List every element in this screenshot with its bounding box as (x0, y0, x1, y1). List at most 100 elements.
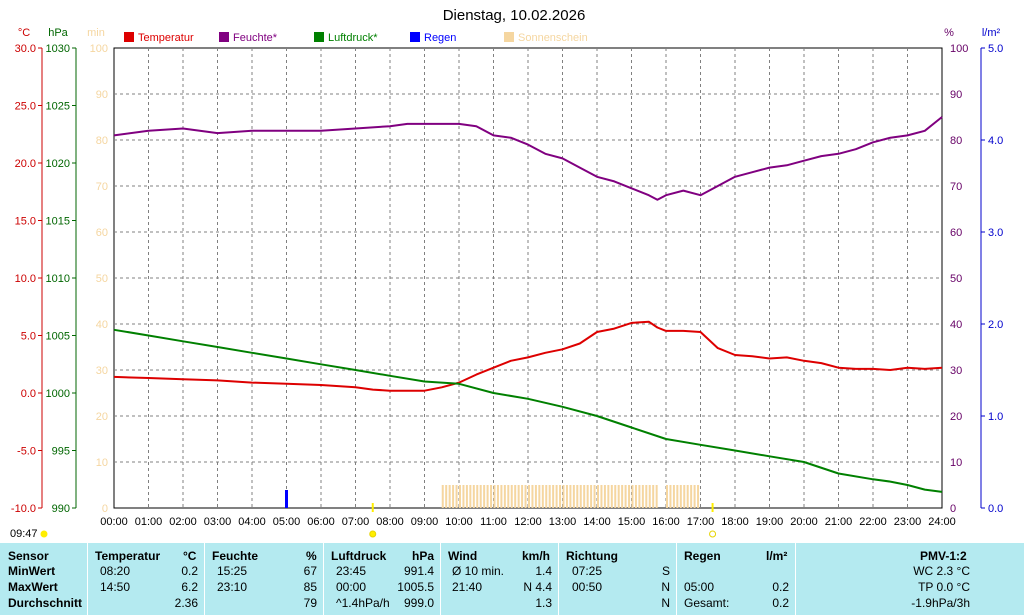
temp-tick-label: 30.0 (15, 43, 36, 55)
table-cell-regen-time: 05:00 (684, 580, 715, 594)
header-feuchte-unit: % (306, 549, 317, 563)
rain-tick-label: 0.0 (988, 503, 1003, 515)
sunshine-bar (500, 485, 503, 508)
pressure-tick-label: 1005 (46, 331, 70, 343)
sunshine-bar (617, 485, 620, 508)
temp-tick-label: 0.0 (21, 388, 36, 400)
sunshine-bar (624, 485, 627, 508)
humidity-tick-label: 20 (950, 411, 962, 423)
header-wind-unit: km/h (522, 549, 551, 563)
sunshine-bar (521, 485, 524, 508)
sunshine-bar (479, 485, 482, 508)
sunshine-bar (510, 485, 513, 508)
sunshine-bar (538, 485, 541, 508)
table-cell-regen-val: 0.2 (772, 596, 789, 610)
time-start-label: 09:47 (10, 528, 38, 540)
sun-marker-icon (40, 530, 48, 538)
x-tick-label: 08:00 (376, 516, 404, 528)
x-tick-label: 02:00 (169, 516, 197, 528)
x-tick-label: 20:00 (790, 516, 818, 528)
table-cell-label: MaxWert (8, 580, 58, 594)
sunshine-bar (490, 485, 493, 508)
table-cell-richtung-val: N (661, 580, 670, 594)
sunshine-bar (469, 485, 472, 508)
x-tick-label: 14:00 (583, 516, 611, 528)
left-axes: 30.025.020.015.010.05.00.0-5.0-10.010301… (11, 43, 108, 515)
sunshine-bar (534, 485, 537, 508)
sunshine-bar (496, 485, 499, 508)
x-tick-label: 23:00 (894, 516, 922, 528)
table-cell-richtung-time: 07:25 (572, 564, 603, 578)
x-tick-label: 18:00 (721, 516, 749, 528)
sunshine-bar (631, 485, 634, 508)
table-cell-druck-val: 991.4 (403, 564, 434, 578)
pressure-tick-label: 1030 (46, 43, 70, 55)
sunshine-bar (514, 485, 517, 508)
series-lines (113, 116, 943, 493)
sun-tick-label: 10 (96, 457, 108, 469)
sun-axis-unit: min (87, 27, 105, 39)
legend-label: Sonnenschein (518, 32, 588, 44)
sunshine-bar (448, 485, 451, 508)
sunshine-bar (524, 485, 527, 508)
sunshine-bar (462, 485, 465, 508)
sunshine-bar (652, 485, 655, 508)
sunshine-bar (600, 485, 603, 508)
table-cell-temp-val: 0.2 (181, 564, 198, 578)
humidity-tick-label: 100 (950, 43, 968, 55)
table-cell-druck-val: 999.0 (403, 596, 434, 610)
x-tick-label: 01:00 (135, 516, 163, 528)
sunshine-bar (597, 485, 599, 508)
sunshine-bar (552, 485, 555, 508)
header-feuchte: Feuchte (212, 549, 259, 563)
pressure-tick-label: 1015 (46, 216, 70, 228)
legend-swatch (124, 32, 134, 42)
x-tick-label: 22:00 (859, 516, 887, 528)
legend-label: Regen (424, 32, 456, 44)
rain-tick-label: 5.0 (988, 43, 1003, 55)
x-tick-label: 00:00 (100, 516, 128, 528)
legend-label: Feuchte* (233, 32, 278, 44)
sun-tick-label: 60 (96, 227, 108, 239)
pressure-tick-label: 1000 (46, 388, 70, 400)
header-richtung: Richtung (566, 549, 618, 563)
sun-tick-label: 80 (96, 135, 108, 147)
humidity-tick-label: 60 (950, 227, 962, 239)
pressure-axis-unit: hPa (48, 27, 68, 39)
rain-tick-label: 4.0 (988, 135, 1003, 147)
sunshine-bar (679, 485, 682, 508)
table-cell-feuchte-val: 79 (303, 596, 317, 610)
statistics-table: Sensor Temperatur °C Feuchte % Luftdruck… (0, 543, 1024, 615)
humidity-line (113, 116, 943, 201)
x-tick-label: 12:00 (514, 516, 542, 528)
legend-swatch (504, 32, 514, 42)
sunshine-bar (572, 485, 575, 508)
x-tick-label: 09:00 (411, 516, 439, 528)
pressure-tick-label: 995 (52, 446, 70, 458)
sun-tick-label: 50 (96, 273, 108, 285)
sunshine-bar (655, 485, 658, 508)
sunshine-bar (541, 485, 544, 508)
weather-chart: Dienstag, 10.02.2026 Temperatur Feuchte* L… (10, 7, 1003, 540)
sunshine-bar (641, 485, 644, 508)
sunshine-bar (593, 485, 596, 508)
sunshine-bar (628, 485, 631, 508)
x-tick-label: 21:00 (825, 516, 853, 528)
sunshine-bar (579, 485, 582, 508)
sunshine-bar (614, 485, 617, 508)
sunshine-bar (693, 485, 696, 508)
table-cell-wind-label: Ø 10 min. (452, 564, 505, 578)
table-cell-pmv: WC 2.3 °C (913, 564, 970, 578)
sunshine-bar (690, 485, 693, 508)
x-tick-label: 04:00 (238, 516, 266, 528)
table-cell-richtung-time: 00:50 (572, 580, 603, 594)
sunset-icon (709, 530, 717, 538)
sun-markers (369, 503, 717, 538)
header-regen: Regen (684, 549, 721, 563)
humidity-axis-unit: % (944, 27, 954, 39)
pressure-line (113, 328, 943, 493)
sunshine-bar (528, 485, 530, 508)
humidity-tick-label: 40 (950, 319, 962, 331)
table-cell-temp-val: 2.36 (174, 596, 198, 610)
